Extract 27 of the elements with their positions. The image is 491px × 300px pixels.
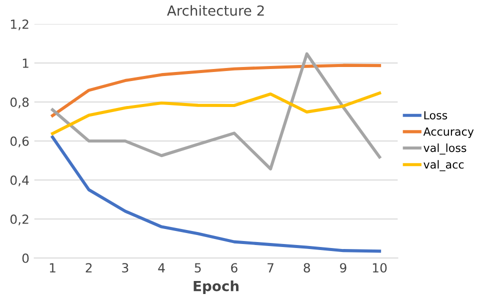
x-tick-label: 6 xyxy=(231,263,238,273)
chart-title: Architecture 2 xyxy=(167,5,264,16)
x-tick-label: 4 xyxy=(158,263,165,272)
legend-label: val_acc xyxy=(424,160,464,172)
y-tick-label: 0,6 xyxy=(10,136,29,148)
line-series xyxy=(51,52,382,170)
y-tick-label: 0,4 xyxy=(10,175,29,186)
x-tick-label: 8 xyxy=(304,263,310,273)
y-tick-label: 0,8 xyxy=(10,97,29,108)
legend-label: Accuracy xyxy=(423,128,474,138)
legend-label: val_loss xyxy=(424,143,466,155)
y-tick-label: 1 xyxy=(22,58,28,68)
x-tick-label: 3 xyxy=(122,263,128,273)
y-tick-label: 0,2 xyxy=(10,214,28,226)
legend-label: Loss xyxy=(424,111,448,120)
x-tick-label: 10 xyxy=(372,263,387,273)
y-tick-label: 1,2 xyxy=(11,19,28,30)
x-tick-label: 2 xyxy=(86,263,92,272)
line-series xyxy=(51,92,382,136)
x-tick-label: 9 xyxy=(340,263,346,273)
y-tick-label: 0 xyxy=(22,253,29,263)
x-axis-title: Epoch xyxy=(194,280,238,294)
x-tick-label: 1 xyxy=(50,263,56,272)
x-tick-label: 5 xyxy=(194,263,201,273)
line-series xyxy=(51,64,382,118)
line-series xyxy=(51,136,382,253)
x-tick-label: 7 xyxy=(268,263,274,272)
